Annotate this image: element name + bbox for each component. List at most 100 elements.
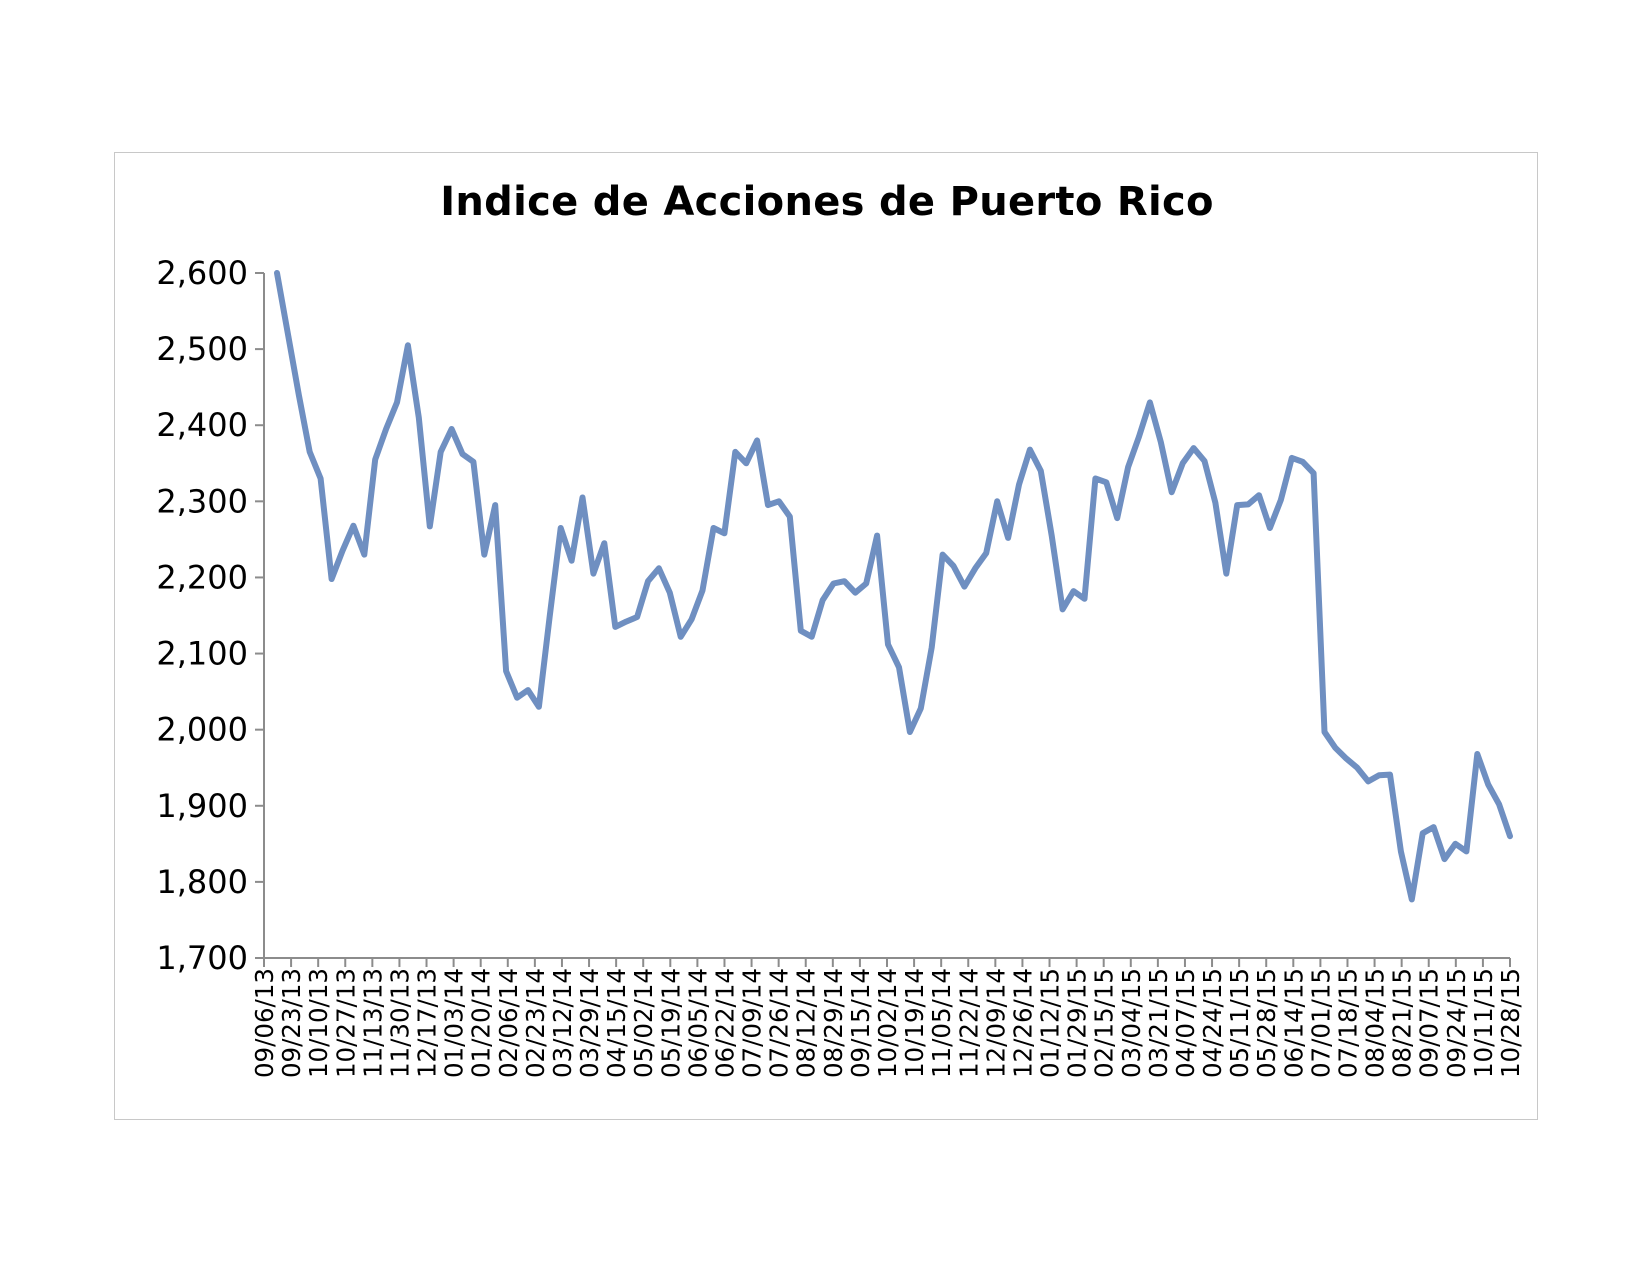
data-point (362, 553, 366, 557)
data-point (1279, 498, 1283, 502)
data-point (1235, 503, 1239, 507)
data-point (461, 452, 465, 456)
x-tick-label: 10/02/14 (873, 968, 902, 1078)
x-tick-label: 09/07/15 (1415, 968, 1444, 1078)
data-point (788, 515, 792, 519)
data-point (1006, 536, 1010, 540)
x-tick-label: 10/10/13 (304, 968, 333, 1078)
x-tick-label: 02/15/15 (1090, 968, 1119, 1078)
data-point (602, 541, 606, 545)
data-point (886, 642, 890, 646)
data-point (275, 271, 279, 275)
data-point (450, 427, 454, 431)
x-tick-label: 01/03/14 (440, 968, 469, 1078)
data-point (1126, 465, 1130, 469)
series-line (274, 270, 1513, 903)
data-point (548, 614, 552, 618)
data-point (1017, 483, 1021, 487)
data-point (1410, 897, 1414, 901)
data-point (962, 585, 966, 589)
data-point (471, 460, 475, 464)
data-point (668, 591, 672, 595)
data-point (1072, 589, 1076, 593)
data-point (330, 577, 334, 581)
data-point (526, 688, 530, 692)
y-tick-label: 2,300 (156, 482, 248, 520)
data-point (1453, 842, 1457, 846)
data-point (919, 706, 923, 710)
data-point (646, 579, 650, 583)
data-point (930, 646, 934, 650)
data-point (722, 531, 726, 535)
y-tick-label: 2,600 (156, 254, 248, 292)
data-point (439, 450, 443, 454)
data-point (1093, 477, 1097, 481)
data-point (1290, 456, 1294, 460)
x-tick-label: 09/24/15 (1442, 968, 1471, 1078)
data-point (897, 665, 901, 669)
data-point (744, 461, 748, 465)
x-tick-label: 12/26/14 (1008, 968, 1037, 1078)
data-point (1464, 849, 1468, 853)
data-point (1366, 779, 1370, 783)
data-point (799, 629, 803, 633)
data-point (417, 416, 421, 420)
data-point (624, 620, 628, 624)
data-point (1497, 802, 1501, 806)
y-tick-label: 1,800 (156, 863, 248, 901)
data-point (733, 450, 737, 454)
data-point (777, 499, 781, 503)
x-tick-label: 04/15/14 (602, 968, 631, 1078)
data-point (1104, 480, 1108, 484)
x-tick-label: 04/24/15 (1198, 968, 1227, 1078)
x-tick-label: 10/11/15 (1469, 968, 1498, 1078)
data-point (1083, 597, 1087, 601)
data-point (1246, 502, 1250, 506)
data-point (1050, 534, 1054, 538)
data-point (1399, 849, 1403, 853)
data-point (984, 551, 988, 555)
data-point (679, 635, 683, 639)
data-point (613, 625, 617, 629)
data-point (1486, 783, 1490, 787)
data-point (1333, 746, 1337, 750)
x-tick-label: 01/20/14 (467, 968, 496, 1078)
y-tick-label: 2,500 (156, 330, 248, 368)
x-tick-label: 03/04/15 (1117, 968, 1146, 1078)
x-tick-label: 07/01/15 (1306, 968, 1335, 1078)
chart-title: Indice de Acciones de Puerto Rico (440, 179, 1214, 225)
x-tick-label: 08/04/15 (1361, 968, 1390, 1078)
x-tick-label: 07/09/14 (738, 968, 767, 1078)
data-point (1443, 857, 1447, 861)
y-tick-label: 2,400 (156, 406, 248, 444)
data-point (1323, 730, 1327, 734)
x-tick-label: 01/29/15 (1063, 968, 1092, 1078)
data-point (537, 705, 541, 709)
x-tick-label: 03/21/15 (1144, 968, 1173, 1078)
x-tick-label: 01/12/15 (1036, 968, 1065, 1078)
y-tick-label: 1,900 (156, 787, 248, 825)
x-tick-label: 02/23/14 (521, 968, 550, 1078)
data-point (842, 579, 846, 583)
data-point (1268, 526, 1272, 530)
plot-area: 1,700 1,800 1,900 2,000 2,100 2,200 2,300 2,400… (156, 254, 1525, 1078)
data-point (570, 559, 574, 563)
x-tick-label: 05/02/14 (629, 968, 658, 1078)
x-tick-label: 05/28/15 (1252, 968, 1281, 1078)
data-point (308, 450, 312, 454)
data-point (1181, 461, 1185, 465)
x-tick-label: 08/29/14 (819, 968, 848, 1078)
data-point (1137, 435, 1141, 439)
x-tick-label: 02/06/14 (494, 968, 523, 1078)
y-tick-label: 2,100 (156, 635, 248, 673)
data-point (297, 393, 301, 397)
data-point (1257, 493, 1261, 497)
data-point (373, 458, 377, 462)
data-point (559, 526, 563, 530)
x-tick-label: 05/19/14 (656, 968, 685, 1078)
data-point (1301, 460, 1305, 464)
data-point (1432, 825, 1436, 829)
data-point (1213, 501, 1217, 505)
x-tick-label: 10/28/15 (1496, 968, 1525, 1078)
data-point (1377, 773, 1381, 777)
